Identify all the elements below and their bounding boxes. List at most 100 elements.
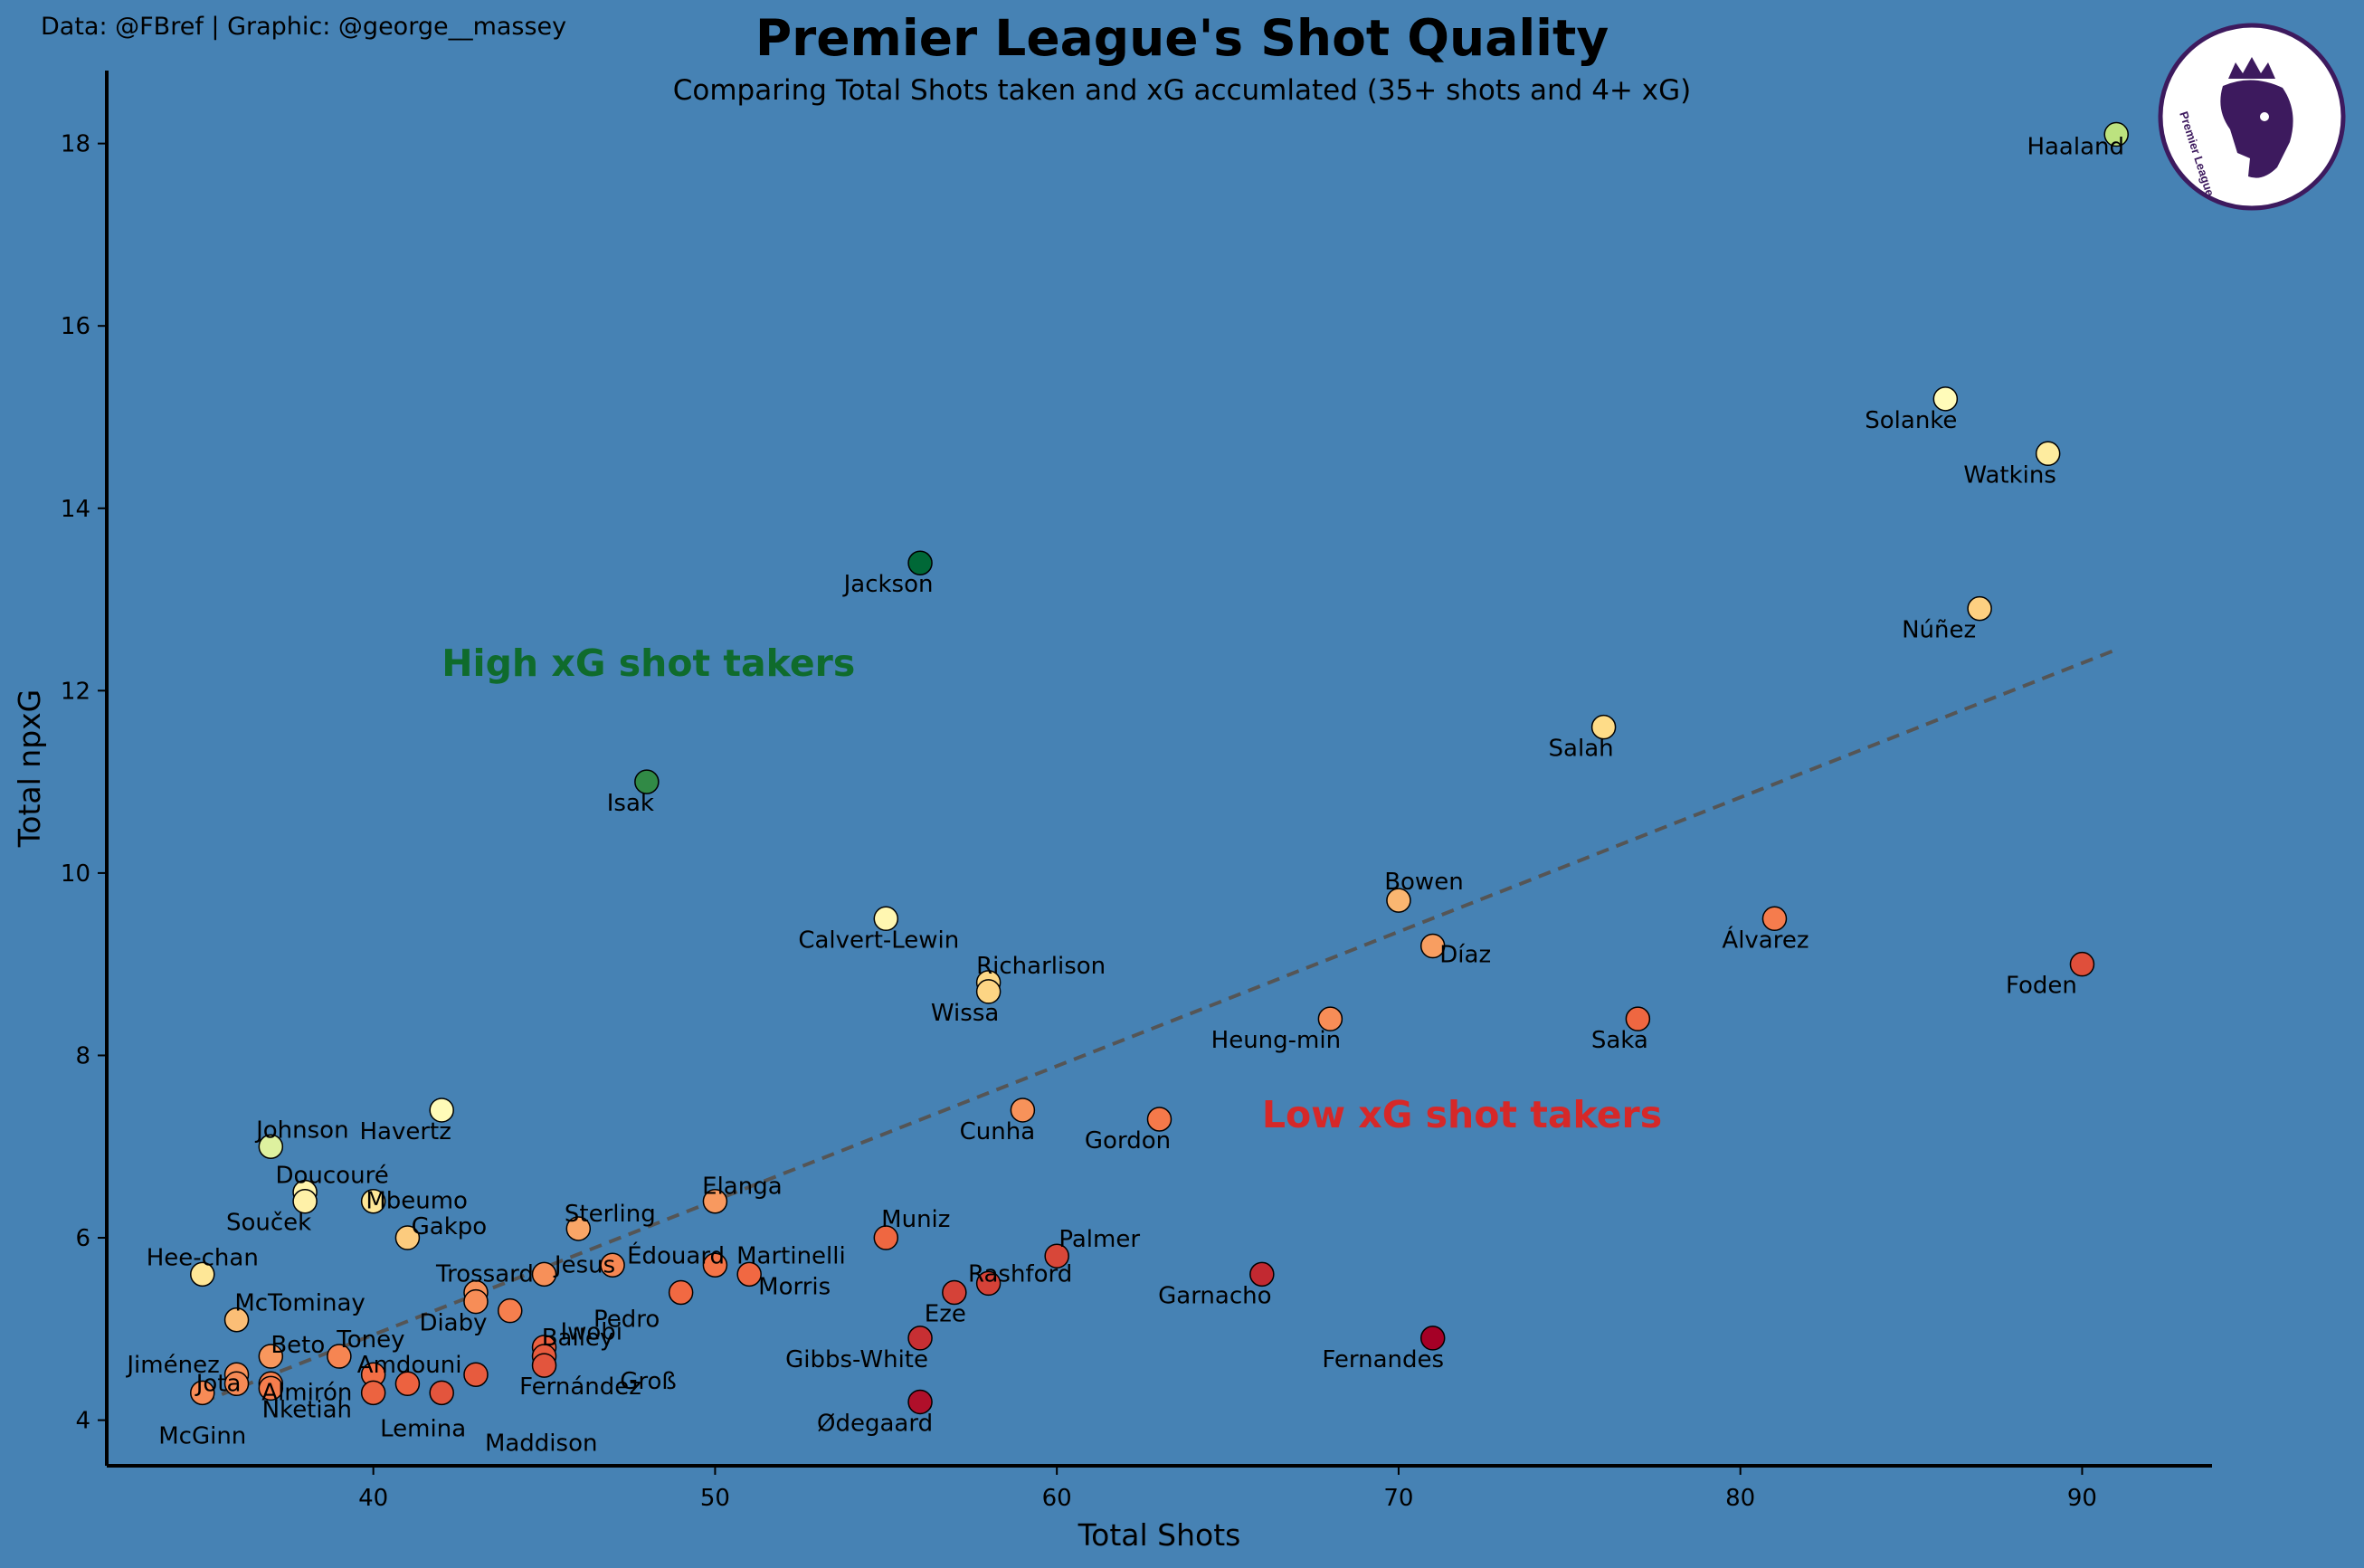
y-tick-label: 12 bbox=[61, 678, 90, 705]
point-mcginn bbox=[190, 1380, 215, 1406]
point-label: Heung-min bbox=[1211, 1027, 1341, 1054]
point-calvert-lewin bbox=[873, 906, 899, 932]
point-watkins bbox=[2035, 441, 2061, 467]
point-cunha bbox=[1010, 1098, 1036, 1123]
point-maddison bbox=[463, 1362, 489, 1387]
point-label: Almirón bbox=[261, 1379, 352, 1406]
point-label: Gibbs-White bbox=[785, 1346, 928, 1373]
point-label: Wissa bbox=[931, 1000, 999, 1027]
point-salah bbox=[1590, 714, 1617, 740]
point-label: Garnacho bbox=[1158, 1282, 1271, 1309]
point-wissa bbox=[975, 979, 1002, 1004]
point-label: Calvert-Lewin bbox=[798, 927, 959, 954]
point-label: Elanga bbox=[702, 1174, 783, 1201]
point-díaz bbox=[1419, 933, 1446, 959]
point-label: Mbeumo bbox=[366, 1188, 468, 1215]
y-tick-label: 14 bbox=[61, 496, 90, 523]
point-fernández bbox=[531, 1353, 557, 1378]
point-label: Maddison bbox=[485, 1430, 598, 1457]
point-solanke bbox=[1932, 386, 1959, 412]
y-tick-label: 8 bbox=[75, 1042, 90, 1069]
point-morris bbox=[736, 1261, 762, 1288]
x-tick-label: 70 bbox=[1383, 1485, 1413, 1512]
point-martinelli bbox=[702, 1252, 728, 1278]
point-label: Havertz bbox=[360, 1118, 451, 1145]
point-édouard bbox=[600, 1252, 625, 1278]
x-tick-label: 60 bbox=[1042, 1485, 1072, 1512]
point-sterling bbox=[565, 1216, 592, 1241]
annotation-label: High xG shot takers bbox=[441, 641, 855, 685]
point-beto bbox=[258, 1344, 284, 1369]
point-ødegaard bbox=[907, 1389, 933, 1415]
point-label: Trossard bbox=[435, 1261, 534, 1288]
point-label: Núñez bbox=[1902, 617, 1976, 644]
point-label: Pedro bbox=[593, 1307, 660, 1334]
point-foden bbox=[2069, 951, 2095, 977]
point-toney bbox=[327, 1344, 352, 1369]
x-axis-label: Total Shots bbox=[1078, 1517, 1241, 1553]
point-label: Jackson bbox=[842, 571, 934, 598]
axes: 40 50 60 70 80 90 4 6 8 10 12 14 16 18 Total Shots Tota… bbox=[12, 71, 2212, 1553]
point-bowen bbox=[1386, 888, 1411, 913]
point-muniz bbox=[873, 1225, 899, 1250]
data-credit: Data: @FBref | Graphic: @george__massey bbox=[41, 13, 567, 41]
point-label: Richarlison bbox=[976, 953, 1106, 980]
point-label: Gordon bbox=[1085, 1127, 1171, 1155]
y-axis-label: Total npxG bbox=[12, 689, 47, 849]
point-jackson bbox=[907, 550, 933, 575]
point-elanga bbox=[702, 1188, 728, 1214]
trend-line-group bbox=[202, 648, 2117, 1404]
point-gakpo bbox=[394, 1225, 421, 1250]
points-group bbox=[190, 121, 2129, 1415]
point-álvarez bbox=[1761, 906, 1788, 932]
y-tick-label: 6 bbox=[75, 1225, 90, 1252]
point-hee-chan bbox=[190, 1261, 215, 1288]
point-saka bbox=[1625, 1006, 1651, 1031]
point-pedro bbox=[668, 1279, 694, 1306]
point-label: Fernandes bbox=[1322, 1346, 1444, 1373]
point-label: Salah bbox=[1549, 736, 1614, 763]
point-jesus bbox=[531, 1261, 557, 1288]
annotations-group: High xG shot takers Low xG shot takers bbox=[441, 641, 1662, 1136]
point-label: Diaby bbox=[419, 1310, 487, 1337]
point-label: Souček bbox=[226, 1210, 311, 1237]
trend-line bbox=[202, 648, 2117, 1404]
point-label: Beto bbox=[271, 1332, 325, 1359]
point-label: Ødegaard bbox=[817, 1410, 933, 1437]
point-label: Rashford bbox=[968, 1260, 1072, 1288]
point-label: Iwobi bbox=[560, 1319, 622, 1346]
point-souček bbox=[292, 1188, 318, 1214]
point-label: McGinn bbox=[158, 1422, 246, 1449]
point-label: Saka bbox=[1591, 1027, 1648, 1054]
point-label: Hee-chan bbox=[147, 1244, 259, 1271]
point-label: Fernández bbox=[519, 1373, 641, 1401]
point-label: Lemina bbox=[380, 1415, 466, 1442]
point-label: McTominay bbox=[234, 1290, 365, 1317]
point-label: Morris bbox=[758, 1273, 831, 1300]
x-tick-label: 90 bbox=[2067, 1485, 2097, 1512]
point-label: Toney bbox=[336, 1326, 404, 1354]
point-label: Muniz bbox=[881, 1206, 950, 1233]
point-fernandes bbox=[1419, 1326, 1446, 1351]
point-lemina2 bbox=[360, 1380, 386, 1406]
point-label: Johnson bbox=[254, 1117, 348, 1144]
point-label: Solanke bbox=[1865, 407, 1957, 434]
point-label: Jiménez bbox=[125, 1352, 219, 1379]
point-rashford bbox=[975, 1270, 1002, 1297]
point-eze bbox=[942, 1279, 967, 1306]
point-label: Jesus bbox=[553, 1251, 615, 1278]
chart-subtitle: Comparing Total Shots taken and xG accum… bbox=[672, 74, 1692, 107]
point-núñez bbox=[1967, 595, 1992, 622]
point-label: Bailey bbox=[542, 1325, 614, 1352]
point-label: Jota bbox=[195, 1370, 242, 1397]
point-heung-min bbox=[1317, 1006, 1343, 1031]
point-label: Groß bbox=[620, 1368, 677, 1395]
point-label: Álvarez bbox=[1722, 925, 1809, 954]
point-havertz bbox=[429, 1098, 454, 1123]
point-label: Sterling bbox=[565, 1201, 656, 1228]
point-diaby bbox=[463, 1288, 489, 1315]
point-label: Gakpo bbox=[412, 1213, 488, 1240]
point-label: Bowen bbox=[1384, 869, 1463, 896]
point-label: Amdouni bbox=[357, 1352, 462, 1379]
